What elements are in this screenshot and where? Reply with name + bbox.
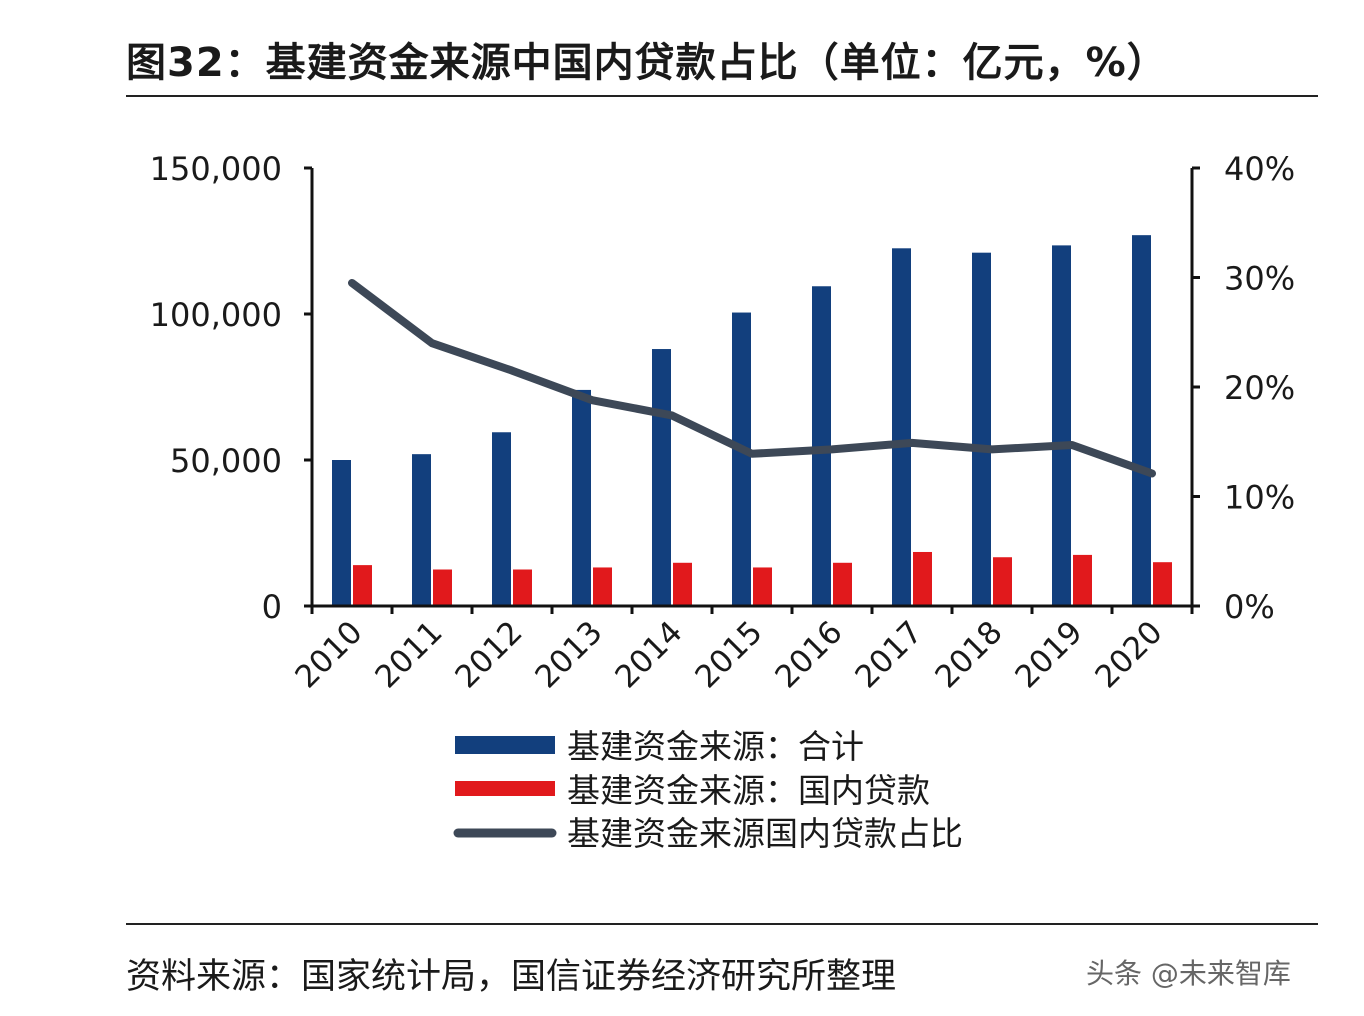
legend-swatch-domestic-loan — [455, 781, 555, 796]
x-tick-label: 2013 — [528, 614, 609, 695]
source-divider — [126, 923, 1318, 925]
bar-total-2020 — [1132, 235, 1151, 606]
x-tick-label: 2015 — [688, 614, 769, 695]
point-loan-ratio-2017 — [911, 441, 913, 444]
point-loan-ratio-2010 — [351, 281, 353, 284]
bar-domestic-loan-2010 — [353, 565, 372, 606]
point-loan-ratio-2019 — [1071, 444, 1073, 447]
bar-total-2013 — [572, 389, 591, 606]
legend-label: 基建资金来源：合计 — [567, 727, 864, 766]
x-tick-label: 2011 — [368, 614, 449, 695]
line-layer — [348, 278, 1156, 478]
bar-total-2010 — [332, 460, 351, 606]
bar-domestic-loan-2016 — [833, 562, 852, 606]
legend-swatch-total — [455, 736, 555, 754]
y-left-tick-label: 100,000 — [150, 296, 282, 334]
combo-chart: 050,000100,000150,0000%10%20%30%40%20102… — [150, 150, 1295, 853]
bar-total-2015 — [732, 312, 751, 606]
bar-domestic-loan-2017 — [913, 551, 932, 606]
x-tick-label: 2019 — [1008, 614, 1089, 695]
y-right-tick-label: 10% — [1224, 479, 1295, 517]
y-left-tick-label: 50,000 — [170, 442, 282, 480]
point-loan-ratio-2016 — [831, 448, 833, 451]
bar-total-2011 — [412, 454, 431, 606]
point-loan-ratio-2018 — [991, 448, 993, 451]
x-tick-label: 2018 — [928, 614, 1009, 695]
point-loan-ratio-2020 — [1151, 472, 1153, 475]
bar-domestic-loan-2014 — [673, 562, 692, 606]
chart-title: 图32：基建资金来源中国内贷款占比（单位：亿元，%） — [126, 40, 1168, 86]
x-tick-label: 2010 — [288, 614, 369, 695]
y-right-tick-label: 40% — [1224, 150, 1295, 188]
x-tick-label: 2012 — [448, 614, 529, 695]
bars-layer — [332, 235, 1172, 607]
legend-label: 基建资金来源：国内贷款 — [567, 771, 930, 810]
title-underline — [126, 95, 1318, 97]
point-loan-ratio-2013 — [591, 399, 593, 402]
point-loan-ratio-2012 — [511, 369, 513, 372]
bar-total-2014 — [652, 349, 671, 606]
x-tick-label: 2020 — [1088, 614, 1169, 695]
bar-domestic-loan-2013 — [593, 567, 612, 606]
point-loan-ratio-2011 — [431, 342, 433, 345]
x-tick-label: 2016 — [768, 614, 849, 695]
bar-total-2018 — [972, 252, 991, 606]
y-right-tick-label: 20% — [1224, 369, 1295, 407]
y-right-tick-label: 30% — [1224, 260, 1295, 298]
bar-total-2017 — [892, 248, 911, 607]
bar-domestic-loan-2019 — [1073, 554, 1092, 606]
y-left-tick-label: 150,000 — [150, 150, 282, 188]
y-left-tick-label: 0 — [262, 588, 282, 626]
source-note: 资料来源：国家统计局，国信证券经济研究所整理 — [126, 957, 897, 997]
legend-label: 基建资金来源国内贷款占比 — [567, 814, 963, 853]
bar-domestic-loan-2011 — [433, 569, 452, 606]
point-loan-ratio-2014 — [671, 414, 673, 417]
point-loan-ratio-2015 — [751, 452, 753, 455]
y-right-tick-label: 0% — [1224, 588, 1275, 626]
line-loan-ratio — [348, 278, 1156, 478]
bar-domestic-loan-2015 — [753, 567, 772, 606]
watermark: 头条 @未来智库 — [1086, 957, 1291, 990]
bar-total-2019 — [1052, 245, 1071, 606]
x-tick-label: 2014 — [608, 614, 689, 695]
bar-total-2012 — [492, 432, 511, 606]
bar-domestic-loan-2020 — [1153, 562, 1172, 606]
axes-layer: 050,000100,000150,0000%10%20%30%40%20102… — [150, 150, 1295, 695]
bar-domestic-loan-2018 — [993, 557, 1012, 606]
bar-domestic-loan-2012 — [513, 569, 532, 606]
x-tick-label: 2017 — [848, 614, 929, 695]
